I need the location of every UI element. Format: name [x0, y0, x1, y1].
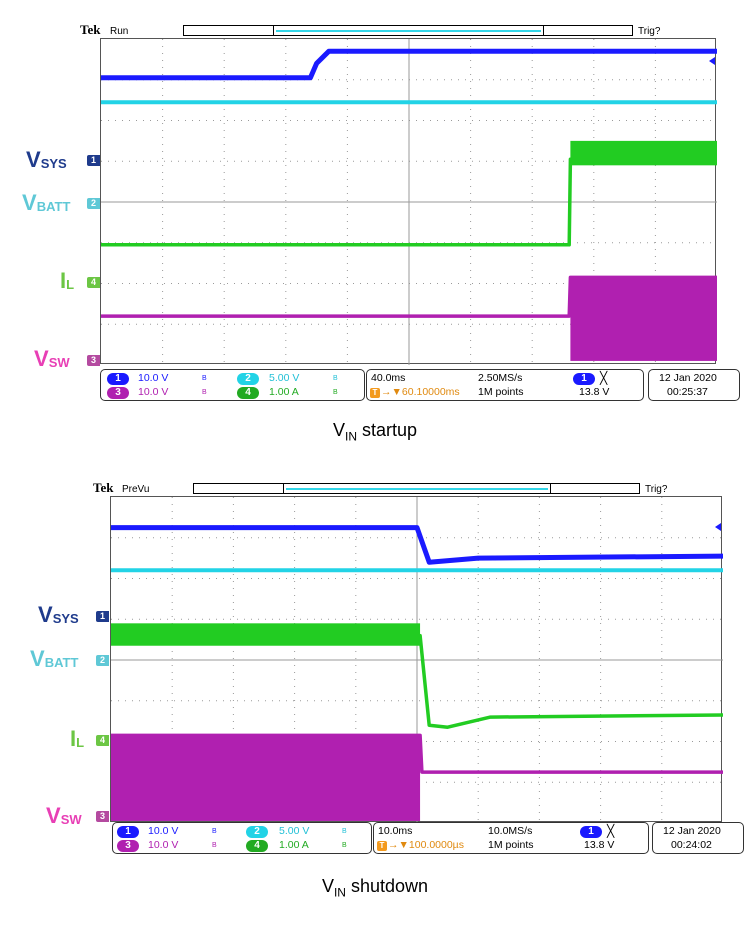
trigger-slope-icon: ╳ [600, 371, 608, 385]
ch4-scale: 1.00 A [269, 386, 299, 398]
caption-startup: VIN startup [332, 420, 418, 444]
trace-vsw [101, 275, 717, 318]
date: 12 Jan 2020 [659, 372, 717, 384]
ch3-ground-marker: 3 [87, 355, 100, 366]
ch3-scale: 10.0 V [148, 839, 179, 851]
label-il: IL [70, 726, 85, 751]
date: 12 Jan 2020 [663, 825, 721, 837]
brand-logo: Tek [80, 22, 101, 37]
trigger-source-badge: 1 [573, 373, 595, 385]
ch2-scale: 5.00 V [269, 372, 300, 384]
ch1-scale: 10.0 V [138, 372, 169, 384]
channel-settings-box: 1 10.0 V B 2 5.00 V B 3 10.0 V B 4 1.00 … [100, 369, 365, 401]
trigger-source-badge: 1 [580, 826, 602, 838]
scope-header: Tek Run Trig? T [0, 0, 750, 55]
trigger-level-arrow [715, 523, 721, 531]
timebase-box: 10.0ms 10.0MS/s T →▼100.0000µs 1M points… [373, 822, 649, 854]
ch4-ground-marker: 4 [96, 735, 109, 746]
ch2-bw-icon: B [342, 828, 347, 835]
ch2-badge: 2 [237, 373, 259, 385]
label-vsys: VSYS [26, 147, 67, 172]
record-length: 1M points [478, 386, 524, 398]
trigger-position: →▼60.10000ms [381, 386, 460, 398]
readout-bar: 1 10.0 V B 2 5.00 V B 3 10.0 V B 4 1.00 … [0, 369, 750, 401]
timebase-box: 40.0ms 2.50MS/s T →▼60.10000ms 1M points… [366, 369, 644, 401]
ch3-badge: 3 [107, 387, 129, 399]
label-vsw: VSW [46, 803, 82, 828]
ch2-ground-marker: 2 [87, 198, 100, 209]
ch1-scale: 10.0 V [148, 825, 179, 837]
trigger-pos-icon: T [377, 841, 387, 851]
record-length: 1M points [488, 839, 534, 851]
trigger-slope-icon: ╳ [607, 824, 615, 838]
ch1-badge: 1 [107, 373, 129, 385]
trace-il [111, 633, 723, 729]
ch1-badge: 1 [117, 826, 139, 838]
scope-panel-shutdown: Tek PreVu Trig? T VSYS 1 VBATT 2 IL 4 VS… [0, 466, 750, 936]
label-vbatt: VBATT [30, 646, 79, 671]
time: 00:24:02 [671, 839, 712, 851]
readout-bar: 1 10.0 V B 2 5.00 V B 3 10.0 V B 4 1.00 … [0, 822, 750, 854]
ch2-badge: 2 [246, 826, 268, 838]
trigger-pos-icon: T [370, 388, 380, 398]
waveform-graticule [110, 496, 723, 823]
brand-logo: Tek [93, 480, 114, 495]
trigger-status: Trig? [645, 484, 668, 495]
caption-shutdown: VIN shutdown [321, 876, 429, 900]
ch3-scale: 10.0 V [138, 386, 169, 398]
timebase: 40.0ms [371, 372, 406, 384]
waveform-plot [101, 39, 717, 365]
ch1-ground-marker: 1 [87, 155, 100, 166]
trace-vsys [101, 48, 717, 81]
trigger-level-arrow [709, 57, 715, 65]
ch3-badge: 3 [117, 840, 139, 852]
ch1-bw-icon: B [212, 828, 217, 835]
label-vsw: VSW [34, 346, 70, 371]
trace-il [101, 157, 717, 247]
waveform-graticule [100, 38, 717, 365]
trigger-level: 13.8 V [584, 839, 615, 851]
ch3-bw-icon: B [202, 389, 207, 396]
trigger-position: →▼100.0000µs [388, 839, 464, 851]
vsw-switching-band [570, 277, 717, 361]
ch3-bw-icon: B [212, 842, 217, 849]
label-vbatt: VBATT [22, 190, 71, 215]
channel-settings-box: 1 10.0 V B 2 5.00 V B 3 10.0 V B 4 1.00 … [112, 822, 372, 854]
ch4-badge: 4 [246, 840, 268, 852]
il-switching-band [570, 140, 717, 166]
label-il: IL [60, 268, 75, 293]
acquisition-mode: PreVu [122, 484, 150, 495]
record-view-window [283, 483, 551, 494]
time: 00:25:37 [667, 386, 708, 398]
scope-header: Tek PreVu Trig? T [0, 466, 750, 513]
ch4-scale: 1.00 A [279, 839, 309, 851]
trace-vsys [111, 525, 723, 565]
trigger-level: 13.8 V [579, 386, 610, 398]
label-vsys: VSYS [38, 602, 79, 627]
ch4-bw-icon: B [342, 842, 347, 849]
timebase: 10.0ms [378, 825, 413, 837]
sample-rate: 2.50MS/s [478, 372, 523, 384]
ch2-scale: 5.00 V [279, 825, 310, 837]
waveform-plot [111, 497, 723, 823]
sample-rate: 10.0MS/s [488, 825, 533, 837]
vsw-switching-band [111, 735, 421, 821]
trigger-status: Trig? [638, 26, 661, 37]
datetime-box: 12 Jan 2020 00:24:02 [652, 822, 744, 854]
ch4-bw-icon: B [333, 389, 338, 396]
ch3-ground-marker: 3 [96, 811, 109, 822]
acquisition-mode: Run [110, 26, 129, 37]
ch2-ground-marker: 2 [96, 655, 109, 666]
scope-panel-startup: Tek Run Trig? T VSYS 1 VBATT 2 IL 4 VSW … [0, 0, 750, 460]
record-view-window [273, 25, 544, 36]
ch1-ground-marker: 1 [96, 611, 109, 622]
ch1-bw-icon: B [202, 375, 207, 382]
trace-vsw [111, 733, 723, 774]
datetime-box: 12 Jan 2020 00:25:37 [648, 369, 740, 401]
ch4-ground-marker: 4 [87, 277, 100, 288]
ch4-badge: 4 [237, 387, 259, 399]
ch2-bw-icon: B [333, 375, 338, 382]
